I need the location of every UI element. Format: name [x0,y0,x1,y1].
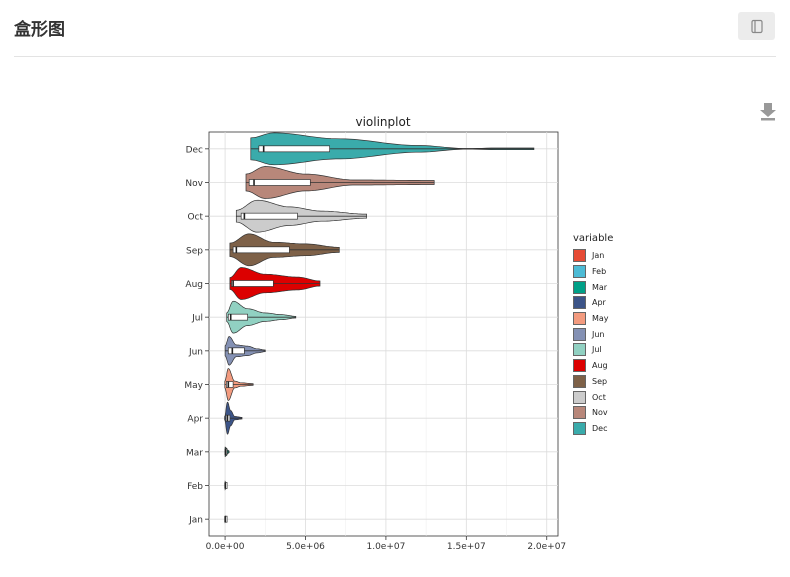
y-tick-label: Feb [187,482,203,492]
box-oct [240,212,298,220]
y-tick-label: Jul [191,314,203,324]
x-tick-label: 1.5e+07 [447,542,486,552]
legend-swatch [573,343,586,357]
box-jul [227,313,248,321]
legend-swatch [573,312,586,326]
y-tick-label: Aug [185,280,203,290]
x-tick-label: 2.0e+07 [527,542,566,552]
legend-label: Jul [592,345,602,355]
notebook-icon [750,19,763,33]
plot-panel [208,131,559,537]
box-sep [232,246,290,254]
legend-item: Jan [573,248,613,264]
y-tick-label: May [184,381,203,391]
legend-item: Dec [573,421,613,437]
legend-item: Apr [573,295,613,311]
legend-label: Apr [592,298,606,308]
x-tick-label: 5.0e+06 [286,542,325,552]
y-tick-label: Nov [185,179,203,189]
legend-title: variable [573,233,614,244]
legend-swatch [573,327,586,341]
legend-label: Sep [592,376,608,386]
legend-item: Jul [573,342,613,358]
download-button[interactable] [758,100,778,122]
y-tick-label: Mar [186,448,203,458]
y-tick-label: Dec [186,145,203,155]
legend-item: Oct [573,389,613,405]
legend-swatch [573,296,586,310]
y-tick-label: Oct [187,213,203,223]
legend-swatch [573,421,586,435]
legend-swatch [573,374,586,388]
box-nov [248,179,311,186]
chart-title: violinplot [355,115,410,129]
legend-label: Jun [592,329,605,339]
legend-item: Jun [573,326,613,342]
violins [224,132,535,524]
legend-label: Feb [592,267,607,277]
legend-label: Mar [592,282,608,292]
legend: variable Jan Feb Mar Apr May Jun Jul Aug Sep Oct N… [573,233,613,436]
download-icon [760,103,776,121]
legend-swatch [573,406,586,420]
legend-swatch [573,249,586,263]
legend-label: Oct [592,392,606,402]
legend-swatch [573,390,586,404]
legend-swatch [573,265,586,279]
legend-label: Dec [592,423,608,433]
legend-label: Jan [592,251,605,261]
box-may [226,381,234,388]
x-axis: 0.0e+00 5.0e+06 1.0e+07 1.5e+07 2.0e+07 [206,536,566,552]
legend-item: Mar [573,279,613,295]
notebook-button[interactable] [738,12,775,40]
header-divider [14,56,776,57]
box-aug [231,280,274,287]
legend-label: Aug [592,361,608,371]
y-tick-label: Jan [188,516,203,526]
legend-item: Nov [573,405,613,421]
legend-swatch [573,359,586,373]
y-tick-label: Jun [188,347,203,357]
box-dec [258,145,330,153]
box-jun [227,347,245,355]
legend-label: Nov [592,408,608,418]
legend-item: Feb [573,264,613,280]
y-tick-label: Sep [186,246,203,256]
y-tick-label: Apr [187,415,203,425]
legend-item: Aug [573,358,613,374]
page-title: 盒形图 [14,20,65,40]
x-tick-label: 0.0e+00 [206,542,245,552]
legend-label: May [592,314,609,324]
legend-item: May [573,311,613,327]
legend-swatch [573,280,586,294]
legend-item: Sep [573,374,613,390]
y-axis: Jan Feb Mar Apr May Jun Jul Aug Sep Oct Nov Dec [184,145,209,526]
x-tick-label: 1.0e+07 [366,542,405,552]
